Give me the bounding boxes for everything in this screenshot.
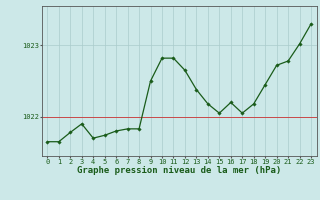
X-axis label: Graphe pression niveau de la mer (hPa): Graphe pression niveau de la mer (hPa)	[77, 166, 281, 175]
